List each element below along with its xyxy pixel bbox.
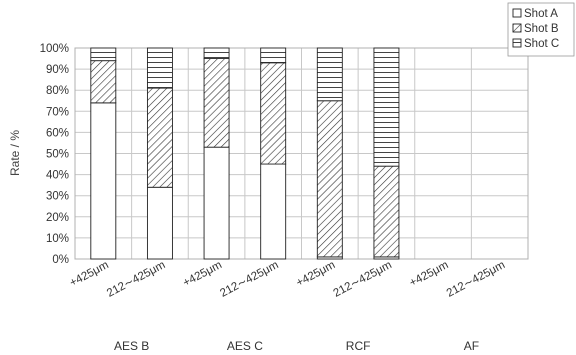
y-tick-label: 100% [40, 43, 69, 55]
bar-segment-shot-b [260, 62, 287, 165]
legend: Shot A Shot B Shot C [507, 2, 575, 57]
y-tick-label: 90% [46, 64, 69, 76]
legend-label: Shot B [524, 23, 559, 35]
bar-segment-shot-c [146, 47, 173, 89]
y-tick-label: 60% [46, 127, 69, 139]
bar-segment-shot-c [373, 47, 400, 167]
bar-segment-shot-c [203, 47, 230, 60]
y-tick-label: 70% [46, 106, 69, 118]
group-label: RCF [346, 339, 371, 353]
bar-segment-shot-b [373, 165, 400, 258]
bar-segment-shot-b [90, 60, 117, 104]
y-tick-label: 40% [46, 170, 69, 182]
bar-segment-shot-c [260, 47, 287, 64]
bar-segment-shot-b [146, 87, 173, 188]
bar-segment-shot-c [90, 47, 117, 62]
bar-segment-shot-a [90, 102, 117, 260]
group-labels: AES B AES C RCF AF [114, 339, 479, 353]
legend-swatch [512, 23, 522, 33]
grid [74, 47, 529, 260]
y-tick-label: 20% [46, 212, 69, 224]
x-tick-label: 212∼425μm [445, 259, 507, 300]
x-tick-label: +425μm [294, 259, 337, 289]
bars [90, 47, 400, 260]
y-tick-label: 80% [46, 85, 69, 97]
bar-segment-shot-c [316, 47, 343, 102]
x-tick-label: 212∼425μm [218, 259, 280, 300]
legend-swatch [512, 38, 522, 48]
x-tick-label: 212∼425μm [332, 259, 394, 300]
x-tick-label: +425μm [181, 259, 224, 289]
bar-segment-shot-a [146, 186, 173, 260]
y-tick-labels: 0% 10% 20% 30% 40% 50% 60% 70% 80% 90% 100% [40, 43, 69, 266]
legend-swatch [512, 8, 522, 18]
bar-segment-shot-b [203, 58, 230, 148]
group-label: AES C [227, 339, 263, 353]
x-tick-label: +425μm [408, 259, 451, 289]
y-tick-label: 10% [46, 233, 69, 245]
legend-label: Shot C [524, 38, 559, 50]
y-tick-label: 0% [52, 254, 69, 266]
plot-frame [74, 47, 529, 260]
y-tick-label: 30% [46, 191, 69, 203]
x-tick-label: 212∼425μm [105, 259, 167, 300]
bar-segment-shot-a [203, 146, 230, 260]
group-label: AES B [114, 339, 149, 353]
x-tick-label: +425μm [68, 259, 111, 289]
y-tick-label: 50% [46, 149, 69, 161]
bar-segment-shot-a [260, 163, 287, 260]
y-axis-label: Rate / % [8, 130, 22, 176]
legend-label: Shot A [524, 8, 558, 20]
group-label: AF [464, 339, 479, 353]
bar-segment-shot-b [316, 100, 343, 258]
